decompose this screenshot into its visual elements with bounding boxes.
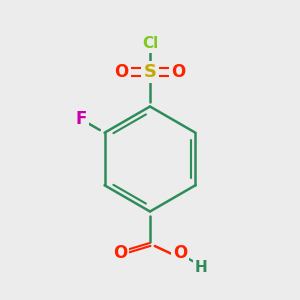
Text: O: O: [113, 244, 127, 262]
Text: H: H: [195, 260, 207, 274]
Text: F: F: [76, 110, 87, 128]
Text: Cl: Cl: [142, 36, 158, 51]
Text: O: O: [114, 63, 129, 81]
Text: S: S: [143, 63, 157, 81]
Text: O: O: [171, 63, 186, 81]
Text: O: O: [173, 244, 187, 262]
